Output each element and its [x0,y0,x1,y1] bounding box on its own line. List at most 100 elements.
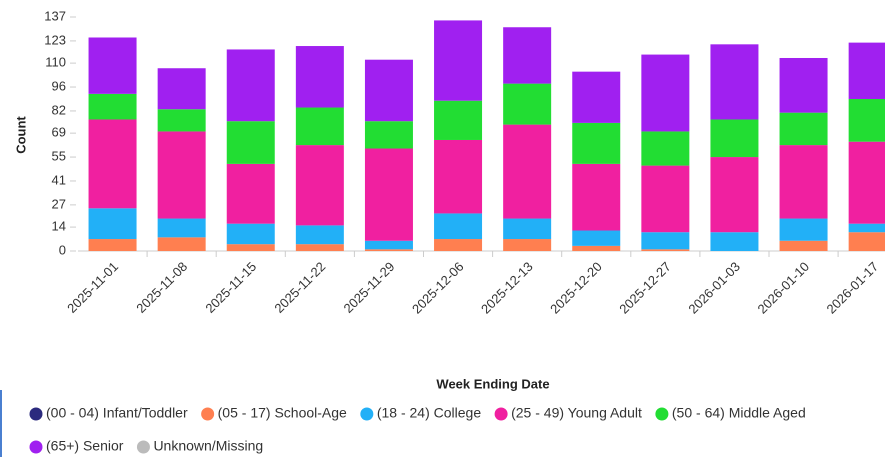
bar-segment [848,98,885,142]
bar-segment [503,27,552,84]
legend-swatch [136,440,150,454]
bar-segment [364,121,413,149]
legend-label: (00 - 04) Infant/Toddler [46,405,188,421]
x-tick-label: 2025-12-06 [409,259,467,317]
bar-segment [295,145,344,226]
bar-segment [572,230,621,246]
x-tick-label: 2025-11-08 [133,259,190,316]
y-tick-label: 96 [52,78,66,93]
bar-segment [157,218,206,238]
legend-swatch [494,407,508,421]
y-tick-label: 55 [52,148,66,163]
bar-segment [88,37,137,94]
bar-segment [710,157,759,233]
legend-label: (25 - 49) Young Adult [511,405,642,421]
bar-segment [295,244,344,251]
focus-edge [0,390,2,457]
bar-segment [641,54,690,132]
bar-segment [88,119,137,209]
bar-segment [295,46,344,108]
bar-segment [434,139,483,214]
x-tick-label: 2025-11-01 [64,259,121,316]
bar-segment [572,163,621,231]
x-tick-label: 2025-12-13 [478,259,536,317]
bar-segment [848,141,885,224]
bar-segment [364,59,413,122]
y-tick-label: 41 [52,172,66,187]
bar-segment [503,83,552,125]
y-tick-label: 14 [52,219,66,234]
x-tick-label: 2025-11-22 [271,259,328,316]
bar-segment [572,122,621,164]
bar-segment [226,49,275,122]
y-tick-label: 137 [44,8,66,23]
bar-segment [88,93,137,120]
x-tick-label: 2026-01-17 [824,259,882,317]
legend-swatch [655,407,669,421]
x-tick-label: 2025-11-15 [202,259,259,316]
bar-segment [572,245,621,251]
bar-segment [641,249,690,251]
bar-segment [503,239,552,251]
legend-label: (65+) Senior [46,438,124,454]
bar-segment [434,213,483,240]
bar-segment [779,112,828,146]
bar-segment [710,232,759,251]
x-tick-label: 2025-12-20 [547,259,605,317]
y-tick-label: 69 [52,125,66,140]
bar-segment [88,239,137,251]
y-tick-label: 0 [59,242,66,257]
bar-segment [848,42,885,99]
bar-segment [848,223,885,233]
bar-segment [226,121,275,164]
legend-swatch [201,407,215,421]
bar-segment [503,124,552,219]
bar-segment [641,165,690,233]
bar-segment [641,232,690,250]
bar-segment [779,240,828,251]
bar-segment [226,163,275,224]
bar-segment [88,208,137,240]
x-tick-label: 2025-11-29 [341,259,398,316]
bar-segment [434,100,483,140]
bar-segment [157,109,206,132]
legend-swatch [29,407,43,421]
legend-label: (05 - 17) School-Age [218,405,347,421]
y-axis-title: Count [13,116,28,154]
x-tick-label: 2026-01-03 [685,259,743,317]
x-tick-label: 2025-12-27 [616,259,674,317]
bar-segment [779,145,828,219]
bar-segment [779,218,828,241]
bar-segment [364,240,413,250]
y-tick-label: 27 [52,196,66,211]
bar-segment [295,107,344,146]
legend-swatch [29,440,43,454]
bar-segment [157,237,206,251]
bar-segment [364,148,413,241]
x-tick-label: 2026-01-10 [754,259,812,317]
bar-segment [641,131,690,166]
bar-segment [364,249,413,251]
bar-segment [434,239,483,251]
bar-segment [295,225,344,245]
legend-swatch [360,407,374,421]
bar-segment [503,218,552,240]
bar-segment [226,223,275,245]
bar-segment [710,119,759,158]
legend-label: (50 - 64) Middle Aged [672,405,806,421]
bar-segment [848,232,885,251]
y-tick-label: 82 [52,102,66,117]
bar-segment [779,57,828,113]
legend-label: (18 - 24) College [377,405,481,421]
y-tick-label: 123 [44,32,66,47]
bar-segment [226,244,275,251]
x-axis-title: Week Ending Date [436,376,549,391]
bar-segment [710,44,759,120]
y-tick-label: 110 [45,55,66,70]
bar-segment [572,71,621,123]
bar-segment [157,68,206,110]
bar-segment [157,131,206,219]
bar-segment [434,20,483,101]
legend-label: Unknown/Missing [153,438,263,454]
